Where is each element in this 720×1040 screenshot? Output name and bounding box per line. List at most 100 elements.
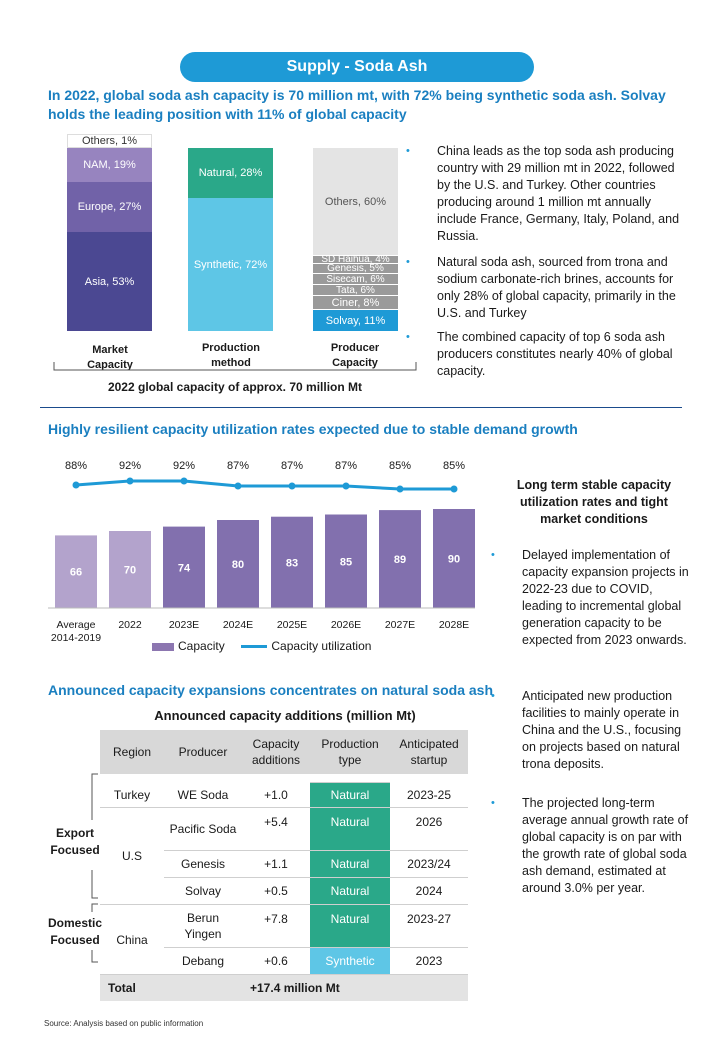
bullet-dot: • — [491, 690, 495, 702]
table-row: Turkey WE Soda +1.0 Natural 2023-25 — [100, 782, 468, 808]
chart-legend: Capacity Capacity utilization — [152, 639, 371, 653]
utilization-label: 92% — [173, 460, 195, 472]
cell-type: Natural — [310, 807, 390, 851]
th-startup: Anticipated startup — [390, 730, 468, 774]
capacity-value-label: 70 — [124, 565, 136, 577]
capacity-value-label: 66 — [70, 567, 82, 579]
cell-type: Natural — [310, 782, 390, 808]
capacity-chart: 66 Average 2014-2019 70 2022 74 2023E 80 2024E 83… — [48, 460, 475, 644]
market-seg-asia: Asia, 53% — [67, 232, 152, 331]
cell-add: +0.6 — [242, 947, 310, 975]
category-label: Average 2014-2019 — [51, 619, 101, 644]
cell-startup: 2023-25 — [406, 787, 452, 802]
utilization-point — [396, 485, 404, 493]
capacity-bar — [271, 516, 313, 608]
method-seg-synthetic: Synthetic, 72% — [188, 198, 273, 331]
table-row: Solvay +0.5 Natural 2024 — [100, 877, 468, 905]
utilization-point — [234, 482, 242, 490]
section2-title: Highly resilient capacity utilization ra… — [48, 421, 578, 437]
th-type: Production type — [310, 730, 390, 774]
cell-type: Natural — [310, 904, 390, 948]
capacity-bar — [109, 531, 151, 608]
producer-seg-ciner: Ciner, 8% — [313, 296, 398, 309]
utilization-label: 87% — [281, 460, 303, 472]
bullet-dot: • — [491, 797, 495, 809]
method-label: Production method — [201, 342, 261, 369]
capacity-bar — [163, 526, 205, 608]
table-row — [100, 774, 468, 783]
cell-producer: Genesis — [164, 850, 242, 878]
utilization-label: 88% — [65, 460, 87, 472]
capacity-bar — [379, 510, 421, 608]
bullet-text: China leads as the top soda ash producin… — [437, 144, 680, 243]
headline: In 2022, global soda ash capacity is 70 … — [48, 87, 666, 122]
utilization-label: 85% — [443, 460, 465, 472]
cell-type: Synthetic — [310, 947, 390, 975]
section3-title: Announced capacity expansions concentrat… — [48, 682, 494, 698]
cell-startup: 2024 — [390, 877, 468, 905]
cell-producer: Debang — [164, 947, 242, 975]
source-note: Source: Analysis based on public informa… — [44, 1019, 204, 1028]
group-domestic-label: Domestic Focused — [47, 916, 103, 947]
cell-add: +1.0 — [264, 787, 288, 802]
stack-brace — [53, 362, 417, 371]
producer-seg-genesis: Genesis, 5% — [313, 264, 398, 273]
legend-utilization: Capacity utilization — [271, 639, 372, 653]
capacity-value-label: 85 — [340, 556, 352, 568]
category-label: 2022 — [118, 619, 142, 631]
th-producer: Producer — [164, 730, 242, 774]
category-label: 2028E — [439, 619, 469, 631]
bullet-top-1: • China leads as the top soda ash produci… — [406, 143, 687, 245]
producer-seg-sd-haihua: SD Haihua, 4% — [313, 256, 398, 263]
bullet-dot: • — [491, 549, 495, 561]
capacity-value-label: 74 — [178, 562, 191, 574]
cell-producer: Berun Yingen — [164, 904, 242, 948]
bullet-dot: • — [406, 256, 410, 268]
legend-capacity: Capacity — [178, 639, 225, 653]
cell-add: +1.1 — [242, 850, 310, 878]
cell-region: U.S — [100, 807, 164, 905]
group-brackets — [91, 773, 98, 963]
producer-seg-solvay: Solvay, 11% — [313, 310, 398, 331]
capacity-bar — [325, 514, 367, 608]
cell-add: +5.4 — [242, 807, 310, 851]
category-label: 2027E — [385, 619, 415, 631]
bullet-top-2: • Natural soda ash, sourced from trona an… — [406, 254, 687, 322]
utilization-label: 85% — [389, 460, 411, 472]
bullet-text: The combined capacity of top 6 soda ash … — [437, 330, 673, 378]
table-row: China Berun Yingen +7.8 Natural 2023-27 — [100, 904, 468, 975]
cell-startup: 2023/24 — [390, 850, 468, 878]
category-label: 2026E — [331, 619, 361, 631]
method-seg-natural: Natural, 28% — [188, 148, 273, 198]
capacity-bar — [55, 535, 97, 608]
market-seg-europe: Europe, 27% — [67, 182, 152, 232]
table-row: U.S Pacific Soda +5.4 Natural 2026 — [100, 807, 468, 905]
producer-seg-others: Others, 60% — [313, 148, 398, 255]
cell-producer: WE Soda — [177, 787, 229, 802]
cell-add: +7.8 — [242, 904, 310, 948]
side-bullet-3: • The projected long-term average annual … — [491, 795, 694, 897]
table-title: Announced capacity additions (million Mt… — [154, 708, 416, 723]
capacity-bar — [433, 509, 475, 608]
side-bullet-1: • Delayed implementation of capacity expa… — [491, 547, 694, 649]
producer-seg-tata: Tata, 6% — [313, 285, 398, 295]
capacity-value-label: 80 — [232, 559, 244, 571]
legend-utilization-swatch — [241, 645, 268, 649]
capacity-value-label: 83 — [286, 557, 298, 569]
utilization-point — [288, 482, 296, 490]
producer-label: Producer Capacity — [330, 342, 380, 369]
side-bullet-2: • Anticipated new production facilities t… — [491, 688, 694, 773]
capacity-value-label: 90 — [448, 554, 460, 566]
utilization-point — [450, 485, 458, 493]
utilization-label: 87% — [227, 460, 249, 472]
capacity-table: Region Producer Capacity additions Produ… — [100, 730, 468, 1001]
category-label: 2025E — [277, 619, 307, 631]
market-label: Market Capacity — [87, 344, 133, 371]
cell-startup: 2026 — [390, 807, 468, 851]
cell-startup: 2023-27 — [390, 904, 468, 948]
bullet-text: Natural soda ash, sourced from trona and… — [437, 255, 676, 320]
bullet-top-3: • The combined capacity of top 6 soda ash… — [406, 329, 687, 380]
utilization-point — [342, 482, 350, 490]
bullet-dot: • — [406, 331, 410, 343]
utilization-label: 87% — [335, 460, 357, 472]
